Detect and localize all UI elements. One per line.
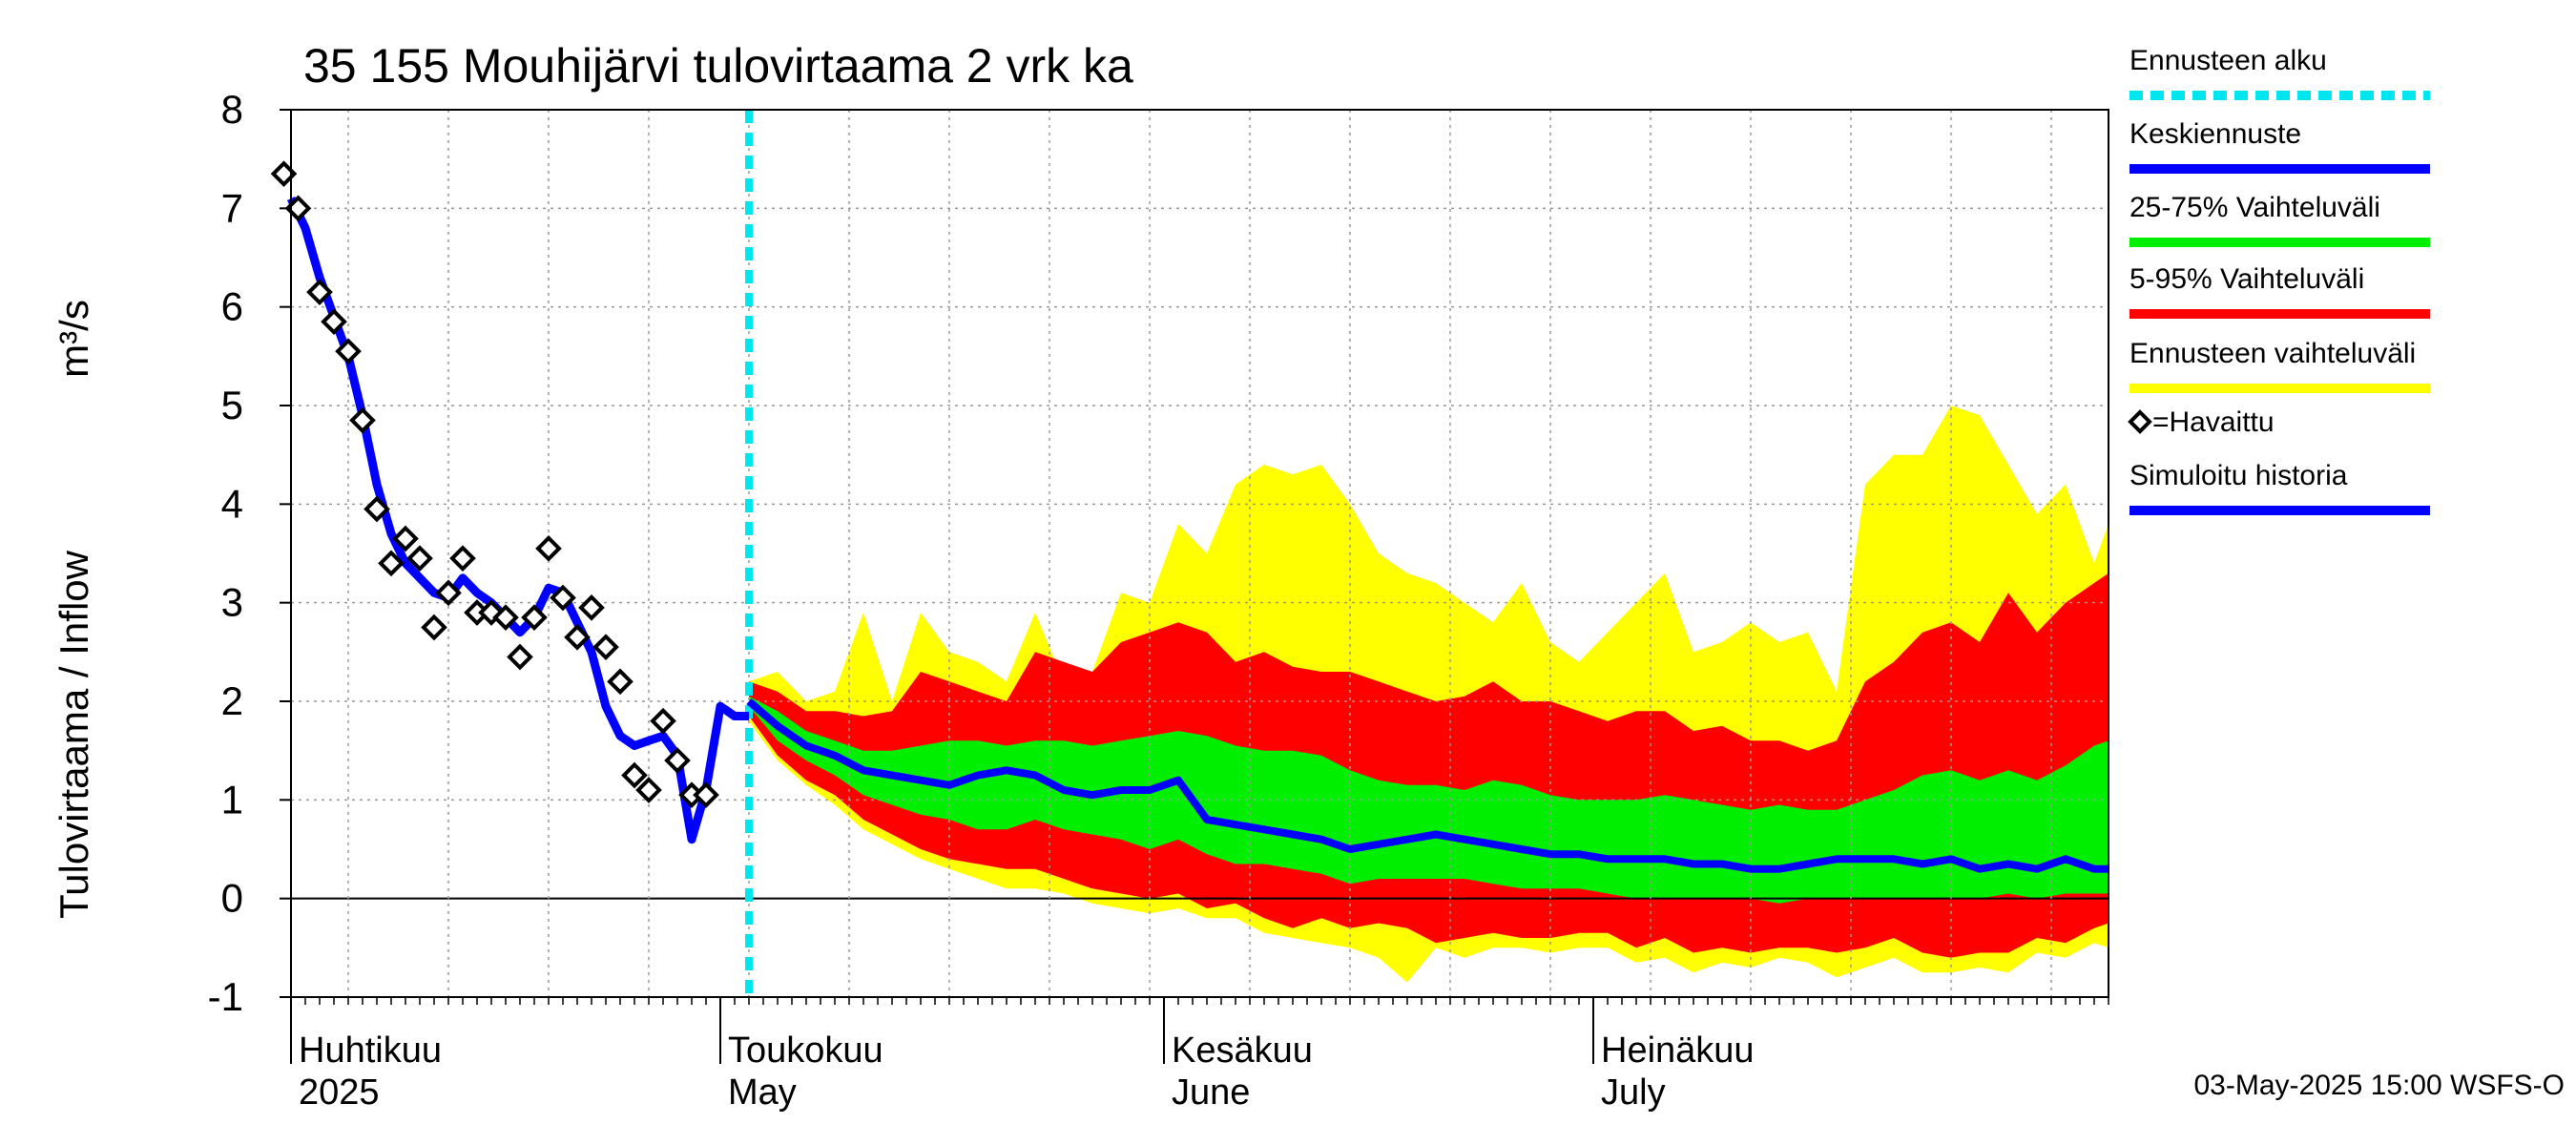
y-axis-label: Tulovirtaama / Inflow — [52, 550, 96, 919]
observed-point — [349, 406, 376, 434]
observed-point — [306, 279, 333, 305]
observed-point — [378, 550, 405, 577]
legend: Ennusteen alku Keskiennuste 25-75% Vaihtel… — [2128, 45, 2430, 515]
y-tick-label: 6 — [221, 284, 243, 329]
chart-title: 35 155 Mouhijärvi tulovirtaama 2 vrk ka — [303, 39, 1133, 93]
series-lines — [286, 110, 2109, 997]
observed-point — [364, 495, 390, 523]
legend-label: 5-95% Vaihteluväli — [2129, 263, 2364, 295]
median-forecast-line — [746, 697, 2109, 873]
x-month-label: Heinäkuu — [1601, 1030, 1755, 1071]
y-tick-label: 7 — [221, 185, 243, 230]
y-axis-unit: m³/s — [52, 300, 96, 378]
observed-point — [650, 707, 676, 735]
x-month-label: Kesäkuu — [1172, 1030, 1313, 1071]
observed-point — [492, 604, 519, 631]
y-tick-label: 5 — [221, 383, 243, 427]
legend-label: Ennusteen alku — [2129, 45, 2327, 76]
observed-point — [421, 614, 447, 641]
observed-point — [392, 525, 419, 552]
y-tick-label: 8 — [221, 87, 243, 132]
observed-point — [578, 594, 605, 621]
observed-point — [435, 579, 462, 607]
observed-point — [521, 604, 548, 631]
legend-label: =Havaittu — [2152, 406, 2275, 438]
observed-point — [564, 624, 591, 651]
observed-point — [535, 535, 562, 562]
legend-label: Keskiennuste — [2129, 118, 2301, 150]
observed-point — [592, 634, 619, 660]
y-tick-label: 1 — [221, 777, 243, 822]
y-tick-label: 2 — [221, 678, 243, 723]
x-month-sublabel: June — [1172, 1072, 1250, 1113]
observed-markers — [270, 160, 719, 808]
legend-label: Ennusteen vaihteluväli — [2129, 338, 2416, 369]
y-tick-label: -1 — [208, 974, 243, 1019]
observed-point — [449, 545, 476, 572]
observed-point — [406, 545, 433, 572]
y-tick-label: 0 — [221, 876, 243, 921]
observed-point — [664, 747, 691, 774]
simulated-history-line — [286, 197, 749, 844]
observed-point — [607, 668, 634, 696]
observed-point — [321, 308, 347, 335]
y-tick-label: 4 — [221, 481, 243, 526]
observed-point — [550, 584, 576, 612]
x-month-sublabel: July — [1601, 1072, 1666, 1113]
observed-point — [693, 781, 719, 808]
observed-point — [621, 761, 648, 789]
observed-point — [635, 777, 662, 803]
legend-marker — [2128, 409, 2152, 434]
x-month-sublabel: 2025 — [299, 1072, 380, 1113]
observed-point — [507, 643, 533, 671]
plot-frame — [290, 109, 2109, 998]
legend-label: Simuloitu historia — [2129, 460, 2348, 491]
x-month-sublabel: May — [728, 1072, 797, 1113]
y-tick-label: 3 — [221, 580, 243, 625]
x-month-label: Huhtikuu — [299, 1030, 442, 1071]
footer-timestamp: 03-May-2025 15:00 WSFS-O — [2194, 1070, 2566, 1101]
forecast-bands — [749, 406, 2109, 983]
x-month-label: Toukokuu — [728, 1030, 883, 1071]
legend-label: 25-75% Vaihteluväli — [2129, 192, 2380, 223]
observed-point — [335, 338, 362, 364]
